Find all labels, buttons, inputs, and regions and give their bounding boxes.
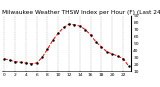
- Text: Milwaukee Weather THSW Index per Hour (F) (Last 24 Hours): Milwaukee Weather THSW Index per Hour (F…: [2, 10, 160, 15]
